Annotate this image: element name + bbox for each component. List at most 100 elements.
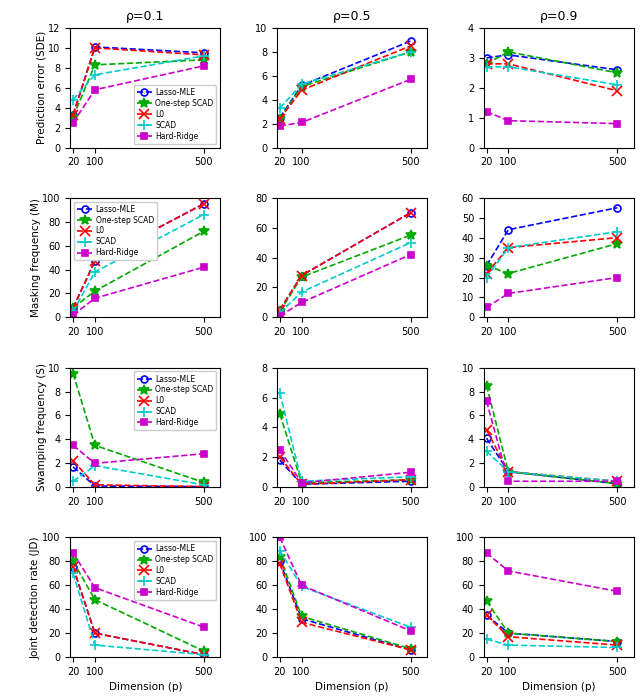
Hard-Ridge bbox=[406, 75, 414, 84]
Line: SCAD: SCAD bbox=[275, 47, 415, 113]
Hard-Ridge bbox=[298, 479, 305, 487]
Lasso-MLE bbox=[200, 482, 208, 491]
L0 bbox=[504, 243, 512, 252]
Line: L0: L0 bbox=[482, 425, 622, 486]
L0 bbox=[276, 115, 284, 123]
Lasso-MLE bbox=[298, 614, 305, 623]
Line: SCAD: SCAD bbox=[482, 62, 622, 89]
Legend: Lasso-MLE, One-step SCAD, L0, SCAD, Hard-Ridge: Lasso-MLE, One-step SCAD, L0, SCAD, Hard… bbox=[134, 85, 216, 144]
Lasso-MLE bbox=[69, 303, 77, 312]
One-step SCAD bbox=[483, 382, 490, 390]
Y-axis label: Swamping frequency (S): Swamping frequency (S) bbox=[37, 363, 47, 491]
One-step SCAD bbox=[504, 269, 512, 278]
SCAD bbox=[613, 477, 621, 485]
Line: Lasso-MLE: Lasso-MLE bbox=[70, 463, 207, 490]
Lasso-MLE bbox=[483, 261, 490, 270]
Hard-Ridge bbox=[504, 117, 512, 125]
Hard-Ridge bbox=[406, 626, 414, 635]
Hard-Ridge bbox=[200, 449, 208, 458]
SCAD bbox=[504, 468, 512, 476]
Hard-Ridge bbox=[483, 303, 490, 312]
Line: L0: L0 bbox=[68, 563, 209, 660]
Lasso-MLE bbox=[613, 203, 621, 212]
Legend: Lasso-MLE, One-step SCAD, L0, SCAD, Hard-Ridge: Lasso-MLE, One-step SCAD, L0, SCAD, Hard… bbox=[134, 541, 216, 600]
Lasso-MLE bbox=[504, 468, 512, 476]
One-step SCAD bbox=[298, 82, 305, 91]
One-step SCAD bbox=[613, 637, 621, 646]
Hard-Ridge bbox=[91, 85, 99, 94]
One-step SCAD bbox=[504, 468, 512, 476]
Lasso-MLE bbox=[91, 43, 99, 51]
Lasso-MLE bbox=[406, 646, 414, 654]
SCAD bbox=[298, 477, 305, 485]
Hard-Ridge bbox=[91, 584, 99, 592]
Line: Hard-Ridge: Hard-Ridge bbox=[483, 549, 621, 595]
Legend: Lasso-MLE, One-step SCAD, L0, SCAD, Hard-Ridge: Lasso-MLE, One-step SCAD, L0, SCAD, Hard… bbox=[134, 371, 216, 430]
One-step SCAD bbox=[69, 369, 77, 377]
Lasso-MLE bbox=[91, 257, 99, 266]
Line: Lasso-MLE: Lasso-MLE bbox=[483, 612, 621, 645]
Line: Hard-Ridge: Hard-Ridge bbox=[483, 398, 621, 484]
L0 bbox=[276, 305, 284, 314]
Lasso-MLE bbox=[91, 629, 99, 637]
Line: One-step SCAD: One-step SCAD bbox=[482, 47, 622, 78]
Hard-Ridge bbox=[276, 533, 284, 542]
Line: Hard-Ridge: Hard-Ridge bbox=[70, 264, 207, 319]
One-step SCAD bbox=[200, 647, 208, 655]
L0 bbox=[504, 633, 512, 641]
Line: One-step SCAD: One-step SCAD bbox=[482, 381, 622, 489]
L0 bbox=[69, 456, 77, 465]
Line: SCAD: SCAD bbox=[482, 226, 622, 282]
Line: SCAD: SCAD bbox=[68, 461, 209, 490]
Hard-Ridge bbox=[69, 441, 77, 449]
One-step SCAD bbox=[613, 69, 621, 77]
One-step SCAD bbox=[613, 480, 621, 488]
Hard-Ridge bbox=[91, 294, 99, 303]
Hard-Ridge bbox=[483, 108, 490, 116]
SCAD bbox=[483, 273, 490, 282]
L0 bbox=[298, 618, 305, 626]
Hard-Ridge bbox=[406, 468, 414, 477]
Line: SCAD: SCAD bbox=[68, 568, 209, 660]
Hard-Ridge bbox=[504, 289, 512, 298]
L0 bbox=[406, 475, 414, 484]
Line: SCAD: SCAD bbox=[482, 634, 622, 652]
Line: L0: L0 bbox=[68, 199, 209, 312]
Line: One-step SCAD: One-step SCAD bbox=[482, 596, 622, 647]
Lasso-MLE bbox=[276, 305, 284, 314]
Line: SCAD: SCAD bbox=[482, 447, 622, 486]
Hard-Ridge bbox=[298, 581, 305, 589]
L0 bbox=[613, 477, 621, 485]
One-step SCAD bbox=[69, 303, 77, 312]
SCAD bbox=[91, 461, 99, 470]
Hard-Ridge bbox=[91, 459, 99, 468]
L0 bbox=[298, 271, 305, 280]
Line: Lasso-MLE: Lasso-MLE bbox=[276, 457, 414, 488]
Y-axis label: Masking frequency (M): Masking frequency (M) bbox=[31, 198, 41, 317]
L0 bbox=[504, 468, 512, 476]
Hard-Ridge bbox=[504, 477, 512, 485]
One-step SCAD bbox=[406, 231, 414, 239]
Line: One-step SCAD: One-step SCAD bbox=[68, 556, 209, 656]
Lasso-MLE bbox=[406, 37, 414, 45]
One-step SCAD bbox=[276, 552, 284, 561]
Hard-Ridge bbox=[613, 120, 621, 128]
Legend: Lasso-MLE, One-step SCAD, L0, SCAD, Hard-Ridge: Lasso-MLE, One-step SCAD, L0, SCAD, Hard… bbox=[74, 201, 157, 260]
L0 bbox=[613, 641, 621, 649]
SCAD bbox=[91, 71, 99, 79]
Line: One-step SCAD: One-step SCAD bbox=[68, 226, 209, 312]
Title: ρ=0.5: ρ=0.5 bbox=[333, 10, 371, 22]
L0 bbox=[69, 303, 77, 312]
Hard-Ridge bbox=[483, 397, 490, 405]
Line: Lasso-MLE: Lasso-MLE bbox=[276, 209, 414, 313]
One-step SCAD bbox=[298, 479, 305, 487]
Lasso-MLE bbox=[276, 557, 284, 565]
One-step SCAD bbox=[483, 597, 490, 605]
Y-axis label: Prediction error (SDE): Prediction error (SDE) bbox=[37, 31, 47, 145]
Lasso-MLE bbox=[613, 637, 621, 646]
Lasso-MLE bbox=[298, 81, 305, 89]
X-axis label: Dimension (p): Dimension (p) bbox=[109, 682, 182, 692]
L0 bbox=[406, 42, 414, 50]
Line: Hard-Ridge: Hard-Ridge bbox=[276, 251, 414, 319]
SCAD bbox=[200, 52, 208, 60]
